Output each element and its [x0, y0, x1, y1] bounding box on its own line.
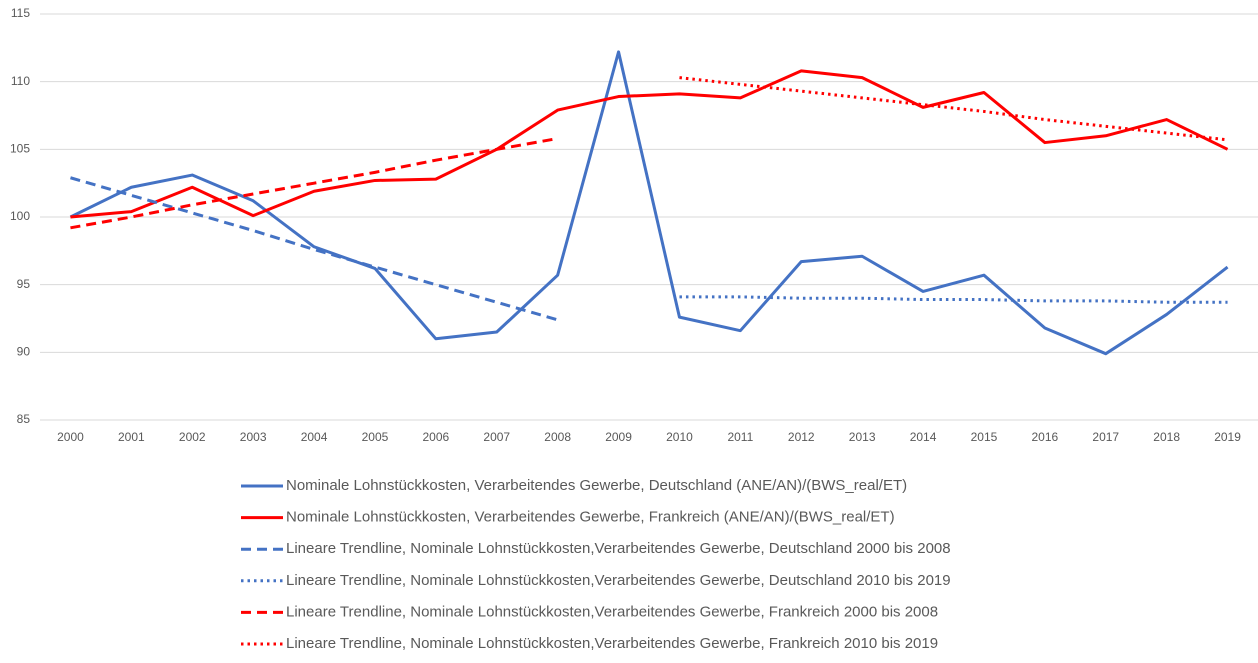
- x-tick-label: 2017: [1092, 430, 1119, 444]
- y-tick-label: 85: [17, 412, 31, 426]
- y-tick-label: 105: [10, 142, 30, 156]
- x-tick-label: 2004: [301, 430, 328, 444]
- x-tick-label: 2019: [1214, 430, 1241, 444]
- series-line: [679, 295, 1228, 304]
- x-tick-label: 2013: [849, 430, 876, 444]
- x-tick-label: 2014: [910, 430, 937, 444]
- y-tick-label: 95: [17, 277, 31, 291]
- x-tick-label: 2012: [788, 430, 815, 444]
- y-tick-label: 115: [11, 6, 30, 20]
- legend-label: Lineare Trendline, Nominale Lohnstückkos…: [286, 540, 951, 557]
- x-tick-label: 2015: [971, 430, 998, 444]
- x-tick-label: 2009: [605, 430, 632, 444]
- x-tick-label: 2001: [118, 430, 145, 444]
- x-tick-label: 2006: [422, 430, 449, 444]
- legend-label: Lineare Trendline, Nominale Lohnstückkos…: [286, 635, 938, 652]
- x-tick-label: 2005: [362, 430, 389, 444]
- legend-label: Lineare Trendline, Nominale Lohnstückkos…: [286, 603, 938, 620]
- legend-label: Nominale Lohnstückkosten, Verarbeitendes…: [286, 477, 907, 494]
- x-tick-label: 2018: [1153, 430, 1180, 444]
- series-line: [679, 76, 1228, 142]
- y-tick-label: 90: [17, 345, 31, 359]
- x-tick-label: 2002: [179, 430, 206, 444]
- legend-label: Lineare Trendline, Nominale Lohnstückkos…: [286, 572, 951, 589]
- x-tick-label: 2003: [240, 430, 267, 444]
- series-line: [69, 50, 1229, 356]
- legend-label: Nominale Lohnstückkosten, Verarbeitendes…: [286, 509, 895, 526]
- series-line: [70, 176, 559, 322]
- series-line: [70, 69, 1229, 219]
- x-tick-label: 2008: [544, 430, 571, 444]
- x-tick-label: 2016: [1031, 430, 1058, 444]
- y-tick-label: 110: [11, 74, 30, 88]
- series-line: [70, 137, 558, 230]
- x-tick-label: 2011: [727, 430, 753, 444]
- x-tick-label: 2000: [57, 430, 84, 444]
- x-tick-label: 2010: [666, 430, 693, 444]
- x-tick-label: 2007: [483, 430, 510, 444]
- y-tick-label: 100: [10, 209, 30, 223]
